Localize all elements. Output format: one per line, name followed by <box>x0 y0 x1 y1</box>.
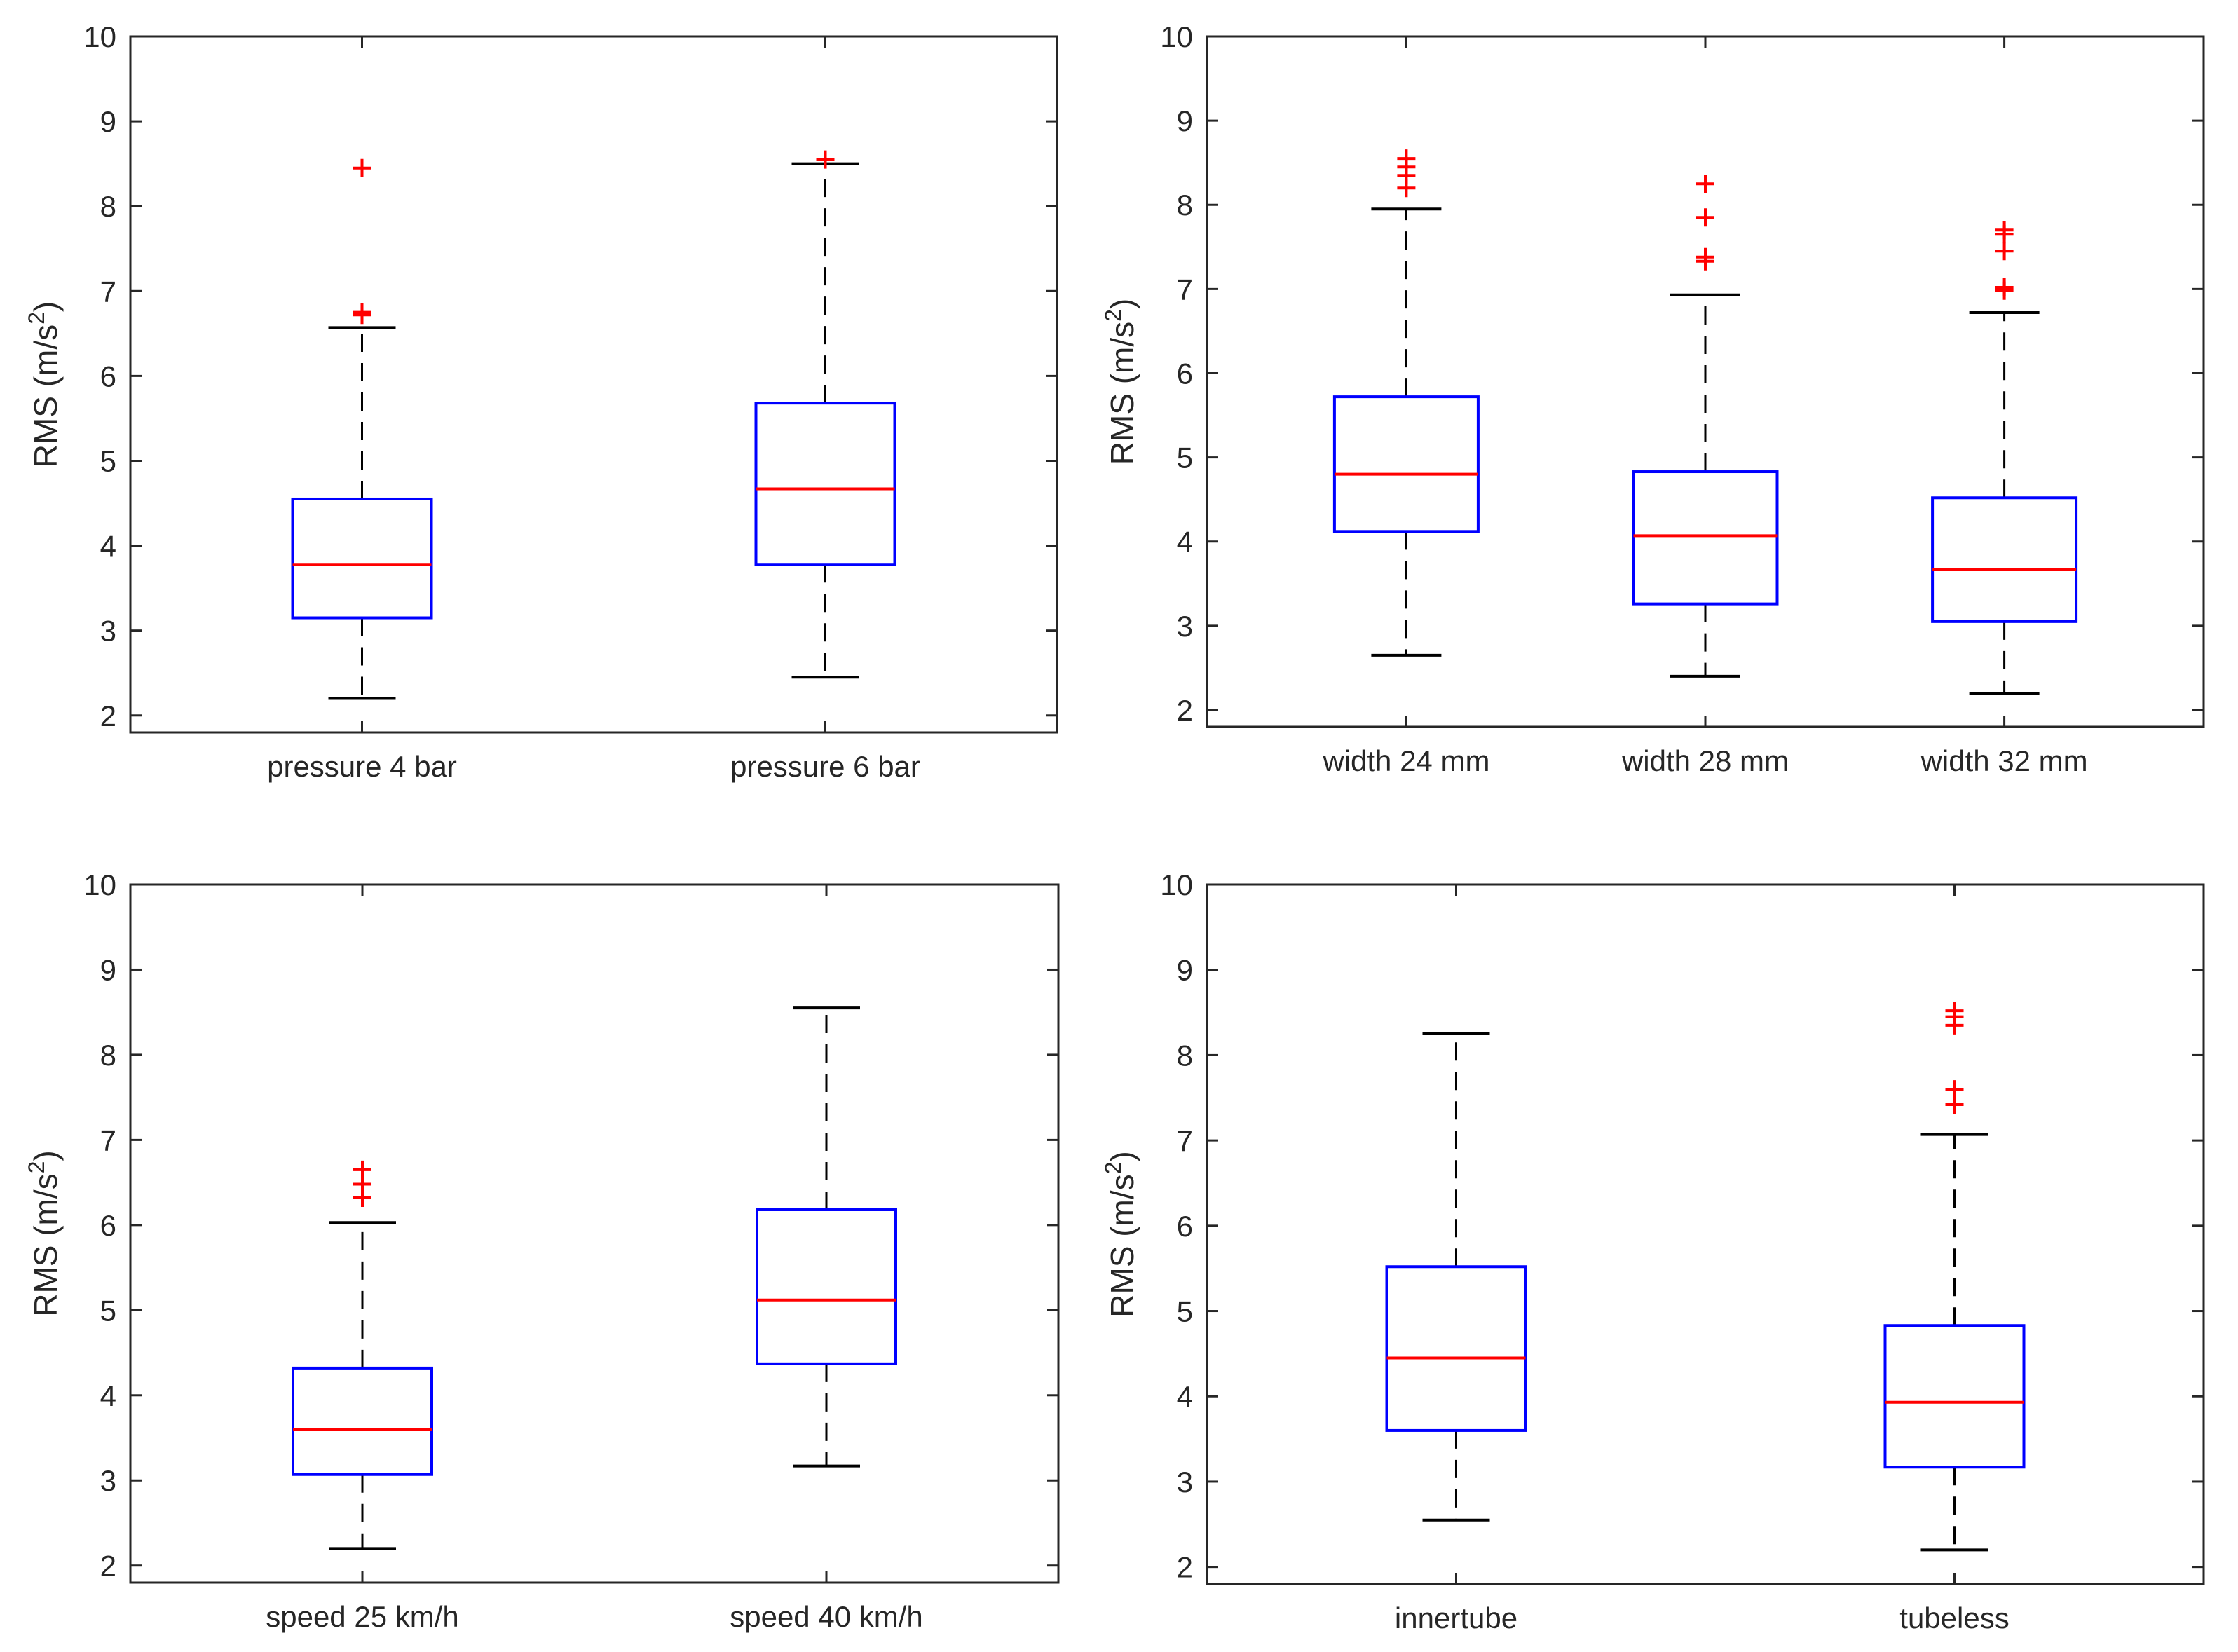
y-tick-label: 5 <box>100 1294 116 1327</box>
y-tick-label: 6 <box>1177 1210 1193 1243</box>
y-tick-label: 8 <box>100 1039 116 1072</box>
y-axis-label: RMS (m/s2) <box>24 301 64 468</box>
y-tick-label: 9 <box>1177 954 1193 987</box>
x-tick-label-pressure-4-bar: pressure 4 bar <box>267 750 457 783</box>
x-tick-label-width-28-mm: width 28 mm <box>1621 744 1789 777</box>
chart-panel-2: 2 3 4 5 6 7 8 9 10 width 24 mm width 28 mm width 32… <box>1100 20 2205 777</box>
box-group-width-24-mm <box>1332 149 1480 657</box>
x-tick-label-pressure-6-bar: pressure 6 bar <box>730 750 920 783</box>
y-tick-label: 3 <box>100 615 116 648</box>
outlier-pressure-4-bar <box>353 303 371 322</box>
outlier-pressure-4-bar <box>353 158 371 177</box>
y-tick-label: 2 <box>100 699 116 732</box>
chart-panel-4: 2 3 4 5 6 7 8 9 10 innertube tubeless RMS (m/s2) <box>1100 868 2205 1634</box>
box-group-pressure-6-bar <box>754 150 896 679</box>
y-tick-label: 5 <box>1177 442 1193 475</box>
y-tick-label: 7 <box>100 1124 116 1156</box>
outlier-width-28-mm <box>1696 175 1714 193</box>
x-tick-label-speed-40-km-h: speed 40 km/h <box>730 1600 923 1633</box>
x-tick-label-width-24-mm: width 24 mm <box>1322 744 1489 777</box>
box-width-28-mm <box>1632 470 1779 606</box>
outlier-width-24-mm <box>1397 149 1416 168</box>
y-tick-label: 6 <box>100 1209 116 1242</box>
axes-frame <box>1206 883 2205 1585</box>
outlier-width-32-mm <box>1995 221 2014 240</box>
y-tick-label: 4 <box>100 1379 116 1412</box>
y-axis-label: RMS (m/s2) <box>1100 1151 1140 1318</box>
outlier-width-32-mm <box>1995 242 2014 261</box>
x-tick-label-speed-25-km-h: speed 25 km/h <box>266 1600 459 1633</box>
y-axis-label: RMS (m/s2) <box>1100 299 1140 465</box>
y-tick-label: 6 <box>1177 357 1193 390</box>
chart-panel-1: 2 3 4 5 6 7 8 9 10 pressure 4 bar pressure 6 bar RM… <box>24 20 1058 783</box>
box-group-width-32-mm <box>1931 221 2078 695</box>
y-tick-label: 7 <box>1177 1124 1193 1157</box>
axes-frame <box>129 35 1058 734</box>
y-tick-label: 3 <box>100 1464 116 1497</box>
y-tick-label: 2 <box>1177 1551 1193 1584</box>
box-innertube <box>1385 1265 1527 1432</box>
y-tick-label: 2 <box>1177 694 1193 727</box>
y-tick-label: 9 <box>1177 104 1193 137</box>
outlier-speed-25-km-h <box>353 1160 371 1179</box>
y-tick-label: 5 <box>100 444 116 477</box>
box-group-innertube <box>1385 1032 1527 1522</box>
y-axis-label: RMS (m/s2) <box>24 1150 64 1317</box>
outlier-tubeless <box>1945 1095 1964 1114</box>
outlier-pressure-6-bar <box>816 150 835 169</box>
y-tick-label: 10 <box>83 868 116 901</box>
box-group-width-28-mm <box>1632 175 1779 678</box>
y-tick-label: 4 <box>100 530 116 563</box>
outlier-width-32-mm <box>1995 278 2014 296</box>
box-group-tubeless <box>1883 1002 2026 1552</box>
box-pressure-6-bar <box>754 402 896 566</box>
y-tick-label: 10 <box>83 20 116 53</box>
box-group-speed-25-km-h <box>292 1160 433 1550</box>
box-width-32-mm <box>1931 496 2078 623</box>
y-tick-label: 8 <box>1177 1039 1193 1072</box>
box-width-24-mm <box>1332 395 1480 533</box>
box-speed-40-km-h <box>756 1208 897 1365</box>
y-tick-label: 4 <box>1177 526 1193 559</box>
axes-frame <box>129 883 1060 1584</box>
outlier-width-28-mm <box>1696 208 1714 227</box>
x-tick-label-innertube: innertube <box>1395 1602 1517 1634</box>
outlier-width-28-mm <box>1696 247 1714 266</box>
y-tick-label: 8 <box>100 190 116 223</box>
box-group-speed-40-km-h <box>756 1006 897 1468</box>
y-tick-label: 3 <box>1177 1466 1193 1499</box>
y-tick-label: 7 <box>1177 273 1193 306</box>
outlier-tubeless <box>1945 1002 1964 1020</box>
outlier-tubeless <box>1945 1080 1964 1099</box>
y-tick-label: 5 <box>1177 1295 1193 1328</box>
box-group-pressure-4-bar <box>291 158 433 700</box>
y-tick-label: 3 <box>1177 610 1193 643</box>
y-tick-label: 7 <box>100 275 116 308</box>
box-pressure-4-bar <box>291 497 433 620</box>
y-tick-label: 2 <box>100 1550 116 1583</box>
box-tubeless <box>1883 1324 2026 1469</box>
y-tick-label: 9 <box>100 953 116 986</box>
y-tick-label: 10 <box>1160 868 1193 901</box>
y-tick-label: 4 <box>1177 1380 1193 1413</box>
y-tick-label: 9 <box>100 105 116 138</box>
y-tick-label: 6 <box>100 360 116 392</box>
y-tick-label: 8 <box>1177 189 1193 221</box>
box-speed-25-km-h <box>292 1366 433 1476</box>
x-tick-label-tubeless: tubeless <box>1899 1602 2009 1634</box>
chart-panel-3: 2 3 4 5 6 7 8 9 10 speed 25 km/h speed 40 km/h RMS … <box>24 868 1060 1633</box>
y-tick-label: 10 <box>1160 20 1193 53</box>
x-tick-label-width-32-mm: width 32 mm <box>1920 744 2088 777</box>
